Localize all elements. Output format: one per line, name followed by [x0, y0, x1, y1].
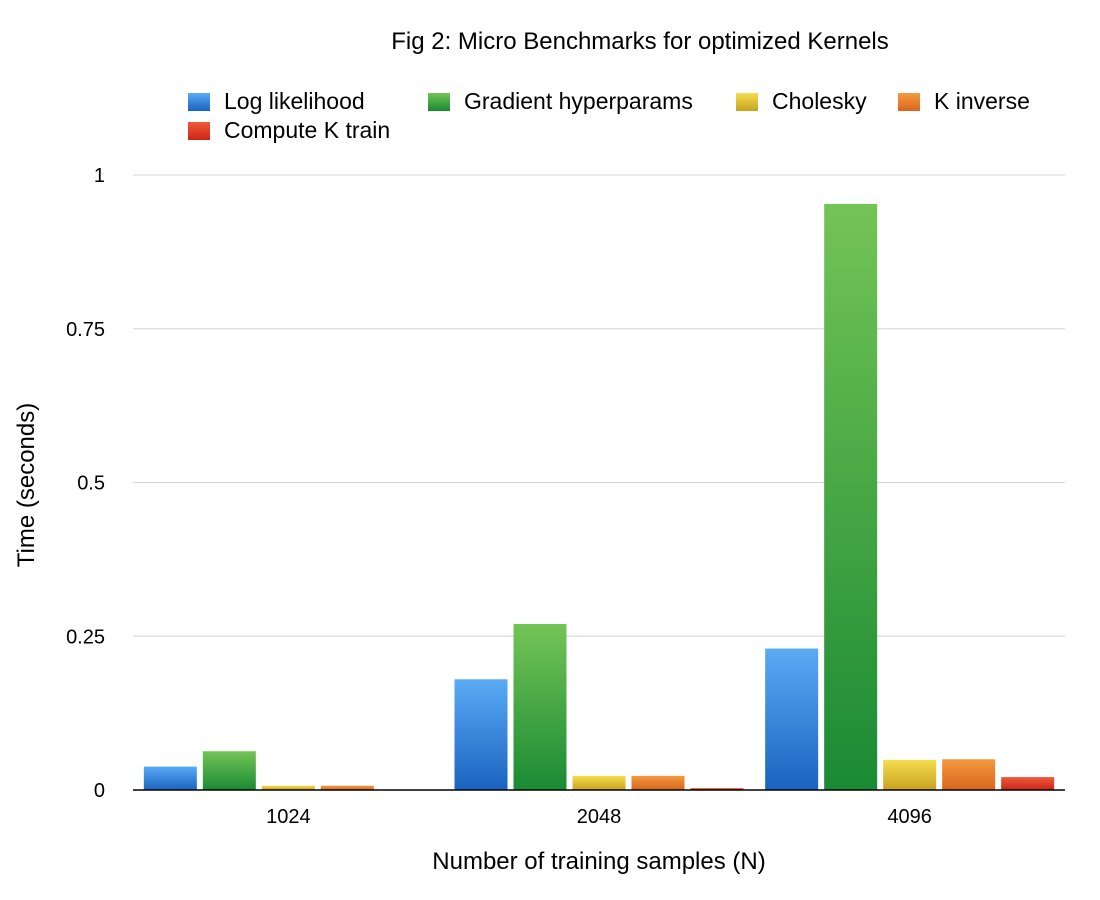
- legend-swatch-compute-k-train: [188, 121, 210, 140]
- bar: [690, 788, 744, 790]
- x-axis-label: Number of training samples (N): [432, 848, 766, 875]
- bar: [1001, 777, 1055, 790]
- bar: [261, 785, 315, 790]
- bar: [320, 785, 374, 790]
- legend-item-gradient-hyperparams: Gradient hyperparams: [428, 88, 693, 115]
- legend-label-log-likelihood: Log likelihood: [224, 88, 365, 114]
- x-tick-label: 4096: [887, 806, 932, 828]
- legend-item-compute-k-train: Compute K train: [188, 117, 390, 144]
- legend-swatch-log-likelihood: [188, 92, 210, 111]
- y-tick-label: 1: [94, 165, 105, 187]
- bar: [143, 766, 197, 790]
- chart-title: Fig 2: Micro Benchmarks for optimized Ke…: [391, 28, 889, 55]
- y-tick-label: 0.75: [66, 319, 105, 341]
- bar: [202, 751, 256, 790]
- legend-swatch-gradient-hyperparams: [428, 92, 450, 111]
- legend-label-compute-k-train: Compute K train: [224, 117, 391, 143]
- legend-item-cholesky: Cholesky: [736, 88, 867, 115]
- y-tick-label: 0: [94, 780, 105, 802]
- y-tick-label: 0.5: [77, 473, 105, 495]
- legend-label-cholesky: Cholesky: [772, 88, 867, 114]
- bar: [513, 623, 567, 790]
- legend-label-k-inverse: K inverse: [934, 88, 1030, 114]
- x-tick-label: 2048: [577, 806, 622, 828]
- legend-swatch-k-inverse: [898, 92, 920, 111]
- y-axis-label: Time (seconds): [13, 402, 40, 568]
- legend-item-k-inverse: K inverse: [898, 88, 1030, 115]
- x-tick-label: 1024: [266, 806, 311, 828]
- bar: [572, 775, 626, 790]
- bar: [631, 775, 685, 790]
- legend-swatch-cholesky: [736, 92, 758, 111]
- bar: [883, 759, 937, 790]
- bar: [824, 203, 878, 790]
- bar: [765, 648, 819, 790]
- y-tick-label: 0.25: [66, 626, 105, 648]
- bar: [942, 759, 996, 790]
- bar: [454, 679, 508, 790]
- legend-item-log-likelihood: Log likelihood: [188, 88, 365, 115]
- legend-label-gradient-hyperparams: Gradient hyperparams: [464, 88, 693, 114]
